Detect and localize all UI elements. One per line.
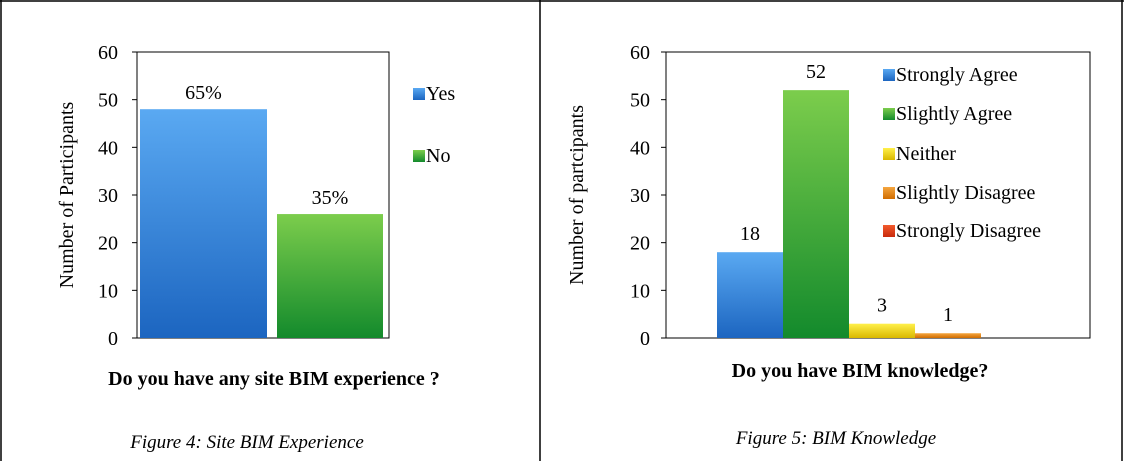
right-bar-slightly-disagree bbox=[915, 333, 981, 338]
right-ytick-label: 0 bbox=[640, 328, 650, 350]
right-legend-label: Strongly Agree bbox=[896, 64, 1018, 86]
left-bar-no bbox=[277, 214, 383, 338]
left-legend-label: No bbox=[426, 145, 450, 167]
left-ytick-label: 10 bbox=[98, 280, 118, 302]
right-legend-swatch bbox=[883, 225, 895, 237]
left-bar-yes bbox=[140, 109, 267, 338]
left-legend-swatch bbox=[413, 150, 425, 162]
right-bar-slightly-agree bbox=[783, 90, 849, 338]
right-data-label: 3 bbox=[877, 295, 887, 317]
right-legend-swatch bbox=[883, 187, 895, 199]
left-ytick-label: 50 bbox=[98, 90, 118, 112]
left-legend-label: Yes bbox=[426, 83, 455, 105]
right-legend-label: Slightly Disagree bbox=[896, 182, 1036, 204]
right-data-label: 18 bbox=[740, 223, 760, 245]
right-legend-swatch bbox=[883, 148, 895, 160]
right-data-label: 1 bbox=[943, 304, 953, 326]
left-ytick-label: 60 bbox=[98, 42, 118, 64]
right-bar-strongly-agree bbox=[717, 252, 783, 338]
right-chart-title: Do you have BIM knowledge? bbox=[732, 360, 989, 382]
right-ytick-label: 60 bbox=[630, 42, 650, 64]
left-y-axis-label: Number of Participants bbox=[56, 101, 78, 288]
right-ytick-label: 30 bbox=[630, 185, 650, 207]
right-figure-caption: Figure 5: BIM Knowledge bbox=[735, 428, 936, 449]
left-legend-swatch bbox=[413, 88, 425, 100]
right-ytick-label: 40 bbox=[630, 137, 650, 159]
right-data-label: 52 bbox=[806, 61, 826, 83]
left-chart-title: Do you have any site BIM experience ? bbox=[108, 368, 440, 390]
right-legend-swatch bbox=[883, 69, 895, 81]
left-figure-caption: Figure 4: Site BIM Experience bbox=[129, 432, 364, 453]
chart-site-bim-experience: 0 10 20 30 40 50 60 65% 35% Yes No Number of Par… bbox=[56, 42, 455, 453]
right-y-axis-label: Number of partcipants bbox=[566, 105, 588, 285]
left-data-label: 65% bbox=[185, 82, 222, 104]
left-data-label: 35% bbox=[312, 187, 349, 209]
right-bar-neither bbox=[849, 323, 915, 338]
right-legend-label: Neither bbox=[896, 143, 956, 165]
left-ytick-label: 20 bbox=[98, 233, 118, 255]
right-ytick-label: 20 bbox=[630, 233, 650, 255]
right-legend-swatch bbox=[883, 108, 895, 120]
left-ytick-label: 30 bbox=[98, 185, 118, 207]
chart-bim-knowledge: 0 10 20 30 40 50 60 18 52 3 1 Strongly Agree Sligh… bbox=[566, 42, 1091, 449]
right-legend-label: Strongly Disagree bbox=[896, 220, 1041, 242]
right-ytick-label: 50 bbox=[630, 90, 650, 112]
right-ytick-label: 10 bbox=[630, 280, 650, 302]
left-ytick-label: 0 bbox=[108, 328, 118, 350]
right-legend-label: Slightly Agree bbox=[896, 103, 1012, 125]
left-ytick-label: 40 bbox=[98, 137, 118, 159]
